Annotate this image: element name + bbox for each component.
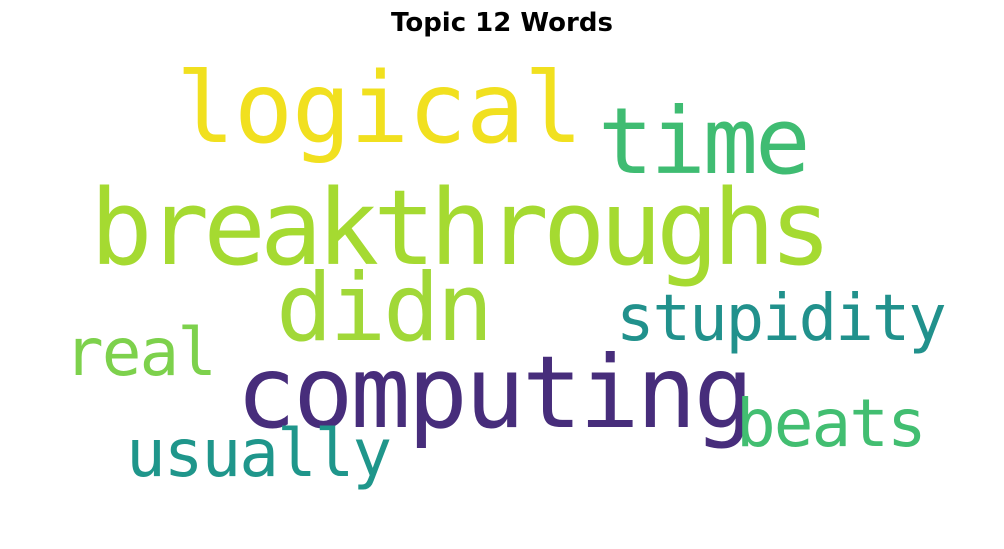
word-breakthroughs: breakthroughs <box>90 167 832 289</box>
word-logical: logical <box>176 52 583 166</box>
word-real: real <box>64 314 217 391</box>
word-stupidity: stupidity <box>616 282 947 356</box>
word-computing: computing <box>236 334 754 451</box>
word-beats: beats <box>736 385 927 462</box>
word-time: time <box>598 88 811 195</box>
figure-title: Topic 12 Words <box>391 8 613 38</box>
word-usually: usually <box>126 415 392 492</box>
word-didn: didn <box>276 254 493 363</box>
